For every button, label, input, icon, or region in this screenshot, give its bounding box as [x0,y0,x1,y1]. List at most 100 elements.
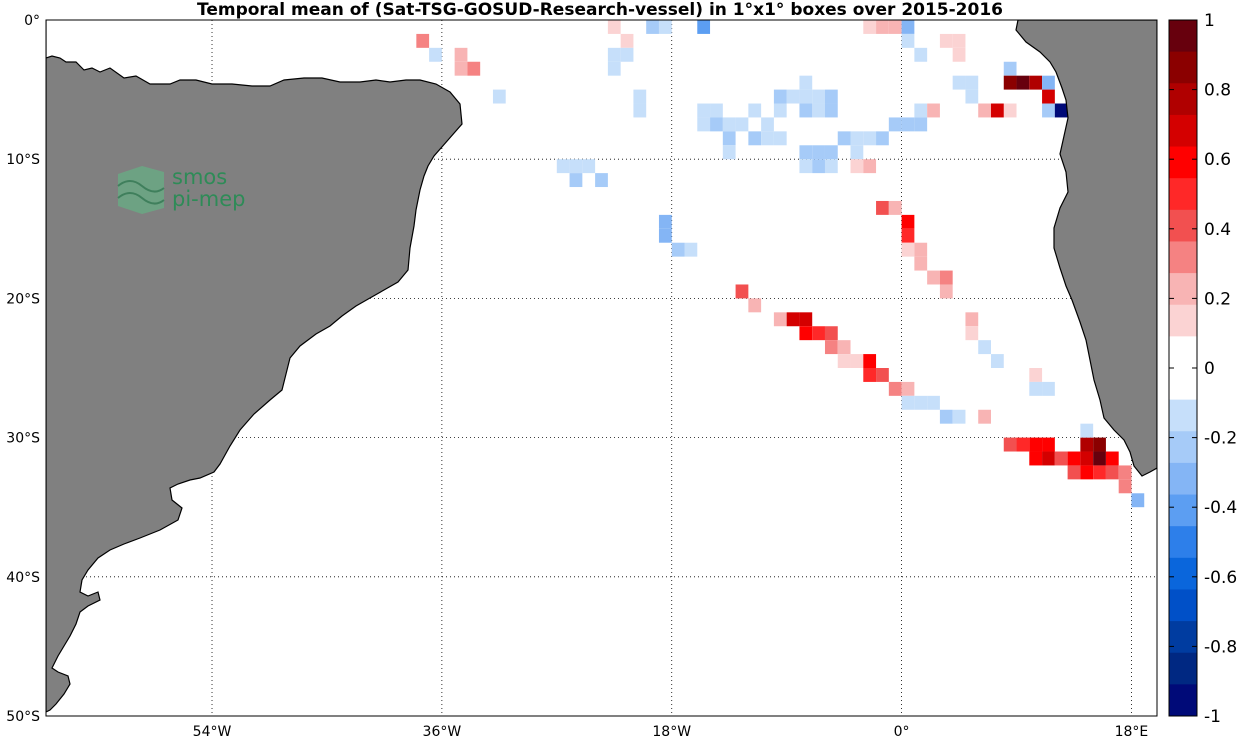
data-cell [824,103,838,118]
data-cell [901,214,915,229]
data-cell [939,409,953,424]
data-cell [914,256,928,271]
data-cell [952,75,966,90]
colorbar-block [1169,114,1197,148]
colorbar-tick-label: -0.4 [1204,498,1237,518]
data-cell [978,409,991,424]
data-cell [684,242,698,257]
colorbar-block [1169,273,1197,306]
data-cell [914,47,928,62]
data-cell [901,242,915,257]
colorbar-block [1169,209,1197,242]
data-cell [850,145,864,160]
data-cell [799,103,813,118]
data-cell [748,298,762,313]
data-cell [722,117,736,132]
longitude-tick-label: 18°E [1115,724,1149,738]
data-cell [773,312,787,327]
longitude-labels: 54°W 36°W 18°W 0° 18°E [193,724,1149,738]
data-cell [863,354,877,368]
data-cell [429,47,442,62]
latitude-tick-label: 0° [24,13,40,29]
data-cell [799,312,813,327]
data-cell [952,409,966,424]
data-cell [914,395,928,410]
data-cell [965,312,979,327]
data-cell [927,270,940,285]
data-cell [620,47,634,62]
data-cell [799,159,813,174]
data-cell [939,33,953,48]
data-cell [978,103,991,118]
data-cell [1054,451,1068,466]
data-cell [735,284,749,299]
data-cells [416,20,1145,508]
data-cell [607,20,621,34]
data-cell [1080,437,1094,452]
data-cell [914,103,928,118]
colorbar-tick-label: 1 [1204,11,1215,31]
data-cell [1118,479,1132,494]
data-cell [1042,75,1055,90]
data-cell [722,145,736,160]
colorbar-block [1169,83,1197,116]
colorbar-tick-label: 0 [1204,359,1215,379]
latitude-tick-label: 10°S [6,152,40,168]
data-cell [1016,437,1030,452]
data-cell [454,47,468,62]
data-cell [812,326,825,341]
data-cell [863,131,877,146]
data-cell [595,173,608,188]
data-cell [965,75,979,90]
data-cell [901,381,915,396]
colorbar-block [1169,462,1197,496]
data-cell [556,159,570,174]
data-cell [799,326,813,341]
colorbar-block [1169,304,1197,337]
data-cell [863,20,877,34]
data-cell [1054,103,1068,118]
data-cell [748,131,762,146]
data-cell [646,20,659,34]
data-cell [454,61,468,76]
colorbar-block [1169,589,1197,622]
data-cell [1067,451,1081,466]
colorbar-tick-label: 0.8 [1204,81,1231,101]
colorbar-block [1169,431,1197,464]
colorbar-block [1169,621,1197,654]
colorbar-block [1169,684,1197,717]
colorbar-block [1169,336,1197,369]
data-cell [876,368,889,382]
data-cell [978,340,991,355]
data-cell [1029,75,1043,90]
colorbar-block [1169,368,1197,401]
data-cell [850,354,864,368]
longitude-tick-label: 54°W [193,724,232,738]
colorbar-blocks [1169,20,1197,717]
colorbar-block [1169,557,1197,590]
data-cell [876,20,889,34]
data-cell [773,131,787,146]
logo-mark [117,166,165,214]
data-cell [812,103,825,118]
data-cell [492,89,506,104]
data-cell [914,117,928,132]
colorbar-tick-label: -1 [1204,707,1221,727]
data-cell [799,75,813,90]
data-cell [824,89,838,104]
data-cell [1042,451,1055,466]
data-cell [901,228,915,243]
longitude-tick-label: 36°W [423,724,462,738]
data-cell [773,103,787,118]
data-cell [697,20,711,34]
data-cell [710,103,723,118]
data-cell [569,173,583,188]
map-title: Temporal mean of (Sat-TSG-GOSUD-Research… [196,0,1003,20]
data-cell [837,340,851,355]
colorbar-tick-label: -0.2 [1204,429,1237,449]
data-cell [1042,89,1055,104]
data-cell [748,103,762,118]
data-cell [812,159,825,174]
